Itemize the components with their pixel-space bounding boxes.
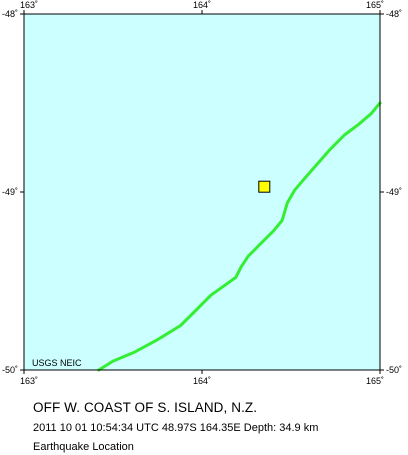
lon-label-bottom: 163˚ bbox=[20, 376, 38, 386]
lat-label-left: -49˚ bbox=[2, 187, 18, 197]
lat-label-right: -48˚ bbox=[386, 9, 402, 19]
lon-label-bottom: 164˚ bbox=[193, 376, 211, 386]
lon-label-bottom: 165˚ bbox=[366, 376, 384, 386]
lat-label-right: -50˚ bbox=[386, 365, 402, 375]
graticule-ticks: 163˚163˚164˚164˚165˚165˚-48˚ -48˚-49˚ -49˚… bbox=[2, 0, 402, 386]
lat-label-right: -49˚ bbox=[386, 187, 402, 197]
lon-label-top: 165˚ bbox=[366, 0, 384, 10]
map-type-label: Earthquake Location bbox=[33, 441, 134, 453]
epicenter-marker[interactable] bbox=[258, 180, 271, 193]
lon-label-top: 164˚ bbox=[193, 0, 211, 10]
lat-label-left: -50˚ bbox=[2, 365, 18, 375]
region-name: OFF W. COAST OF S. ISLAND, N.Z. bbox=[33, 400, 258, 415]
lat-label-left: -48˚ bbox=[2, 9, 18, 19]
plate-boundary-line bbox=[97, 101, 382, 372]
event-details: 2011 10 01 10:54:34 UTC 48.97S 164.35E D… bbox=[33, 422, 319, 434]
lon-label-top: 163˚ bbox=[20, 0, 38, 10]
ocean-area bbox=[24, 14, 380, 370]
map-credit: USGS NEIC bbox=[32, 358, 82, 368]
